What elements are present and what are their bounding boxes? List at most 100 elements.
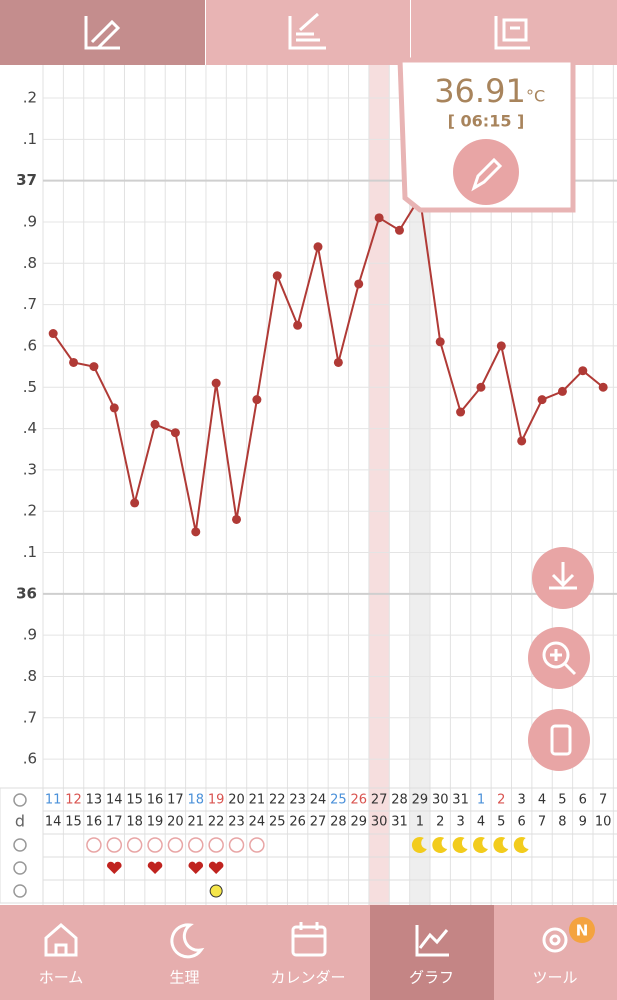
temperature-point: [557, 386, 567, 396]
row-icon-col: [0, 787, 44, 904]
y-tick-label: .9: [23, 626, 37, 644]
heart-icon: [106, 861, 122, 874]
y-tick-label: .7: [23, 295, 37, 313]
cycle-day: 8: [558, 815, 566, 830]
y-tick-label: .2: [23, 502, 37, 520]
cycle-day: 21: [188, 815, 205, 830]
icon: [550, 724, 572, 756]
nav-label[interactable]: カレンダー: [270, 969, 345, 987]
popup-unit: °C: [526, 87, 545, 106]
date-label: 7: [599, 793, 607, 808]
moon-icon: [513, 836, 529, 853]
cycle-day: 29: [350, 815, 367, 830]
test-circle: [86, 837, 102, 853]
nav-label[interactable]: ホーム: [39, 969, 84, 987]
zoom-button[interactable]: [528, 627, 590, 689]
test-circle: [249, 837, 265, 853]
temperature-point: [313, 242, 323, 252]
temperature-point: [48, 329, 58, 339]
date-label: 6: [579, 793, 587, 808]
tab-icons: [84, 12, 530, 50]
nav-label[interactable]: グラフ: [409, 969, 454, 987]
temperature-point: [435, 337, 445, 347]
cycle-day: 19: [147, 815, 164, 830]
temperature-point: [232, 514, 242, 524]
temperature-point: [333, 357, 343, 367]
date-label: 21: [249, 793, 266, 808]
date-label: 2: [497, 793, 505, 808]
test-circle: [147, 837, 163, 853]
temperature-point: [394, 225, 404, 235]
cycle-day: 6: [518, 815, 526, 830]
cycle-day: 5: [497, 815, 505, 830]
rotate-button[interactable]: [528, 709, 590, 771]
row-icon: [13, 793, 27, 807]
cycle-day: 15: [65, 815, 82, 830]
date-label: 25: [330, 793, 347, 808]
date-label: 20: [228, 793, 245, 808]
date-label: 3: [518, 793, 526, 808]
date-label: 19: [208, 793, 225, 808]
date-label: 11: [45, 793, 62, 808]
y-tick-label: .5: [23, 378, 37, 396]
y-tick-label: .4: [23, 419, 37, 437]
y-tick-label: 37: [16, 171, 37, 189]
temperature-point: [89, 362, 99, 372]
moon-icon: [473, 836, 488, 853]
cycle-day: 9: [579, 815, 587, 830]
temperature-point: [150, 419, 160, 429]
icon: [550, 649, 577, 676]
nav-active: [370, 905, 494, 1000]
nav-label[interactable]: 生理: [169, 969, 199, 987]
date-label: 13: [86, 793, 103, 808]
temperature-point: [293, 320, 303, 330]
date-label: 29: [412, 793, 429, 808]
y-tick-label: .9: [23, 212, 37, 230]
cycle-day: 14: [45, 815, 62, 830]
bottom-nav: [0, 905, 617, 1000]
test-circle: [188, 837, 204, 853]
y-tick-label: .6: [23, 336, 37, 354]
temperature-point: [211, 378, 221, 388]
popup: 36.91 °C [ 06:15 ]: [397, 57, 576, 213]
row-icon: [13, 838, 27, 852]
tab[interactable]: [411, 0, 617, 65]
y-tick-label: .7: [23, 708, 37, 726]
date-label: 16: [147, 793, 164, 808]
icon: [549, 562, 577, 590]
temperature-point: [252, 395, 262, 405]
temperature-point: [109, 403, 119, 413]
test-circle: [208, 837, 224, 853]
moon-icon: [452, 836, 468, 853]
date-label: 15: [126, 793, 143, 808]
icon: [542, 641, 570, 669]
date-label: 26: [350, 793, 367, 808]
cycle-day: 26: [289, 815, 306, 830]
cycle-day: 1: [416, 815, 424, 830]
cycle-day: 2: [436, 815, 444, 830]
date-label: 28: [391, 793, 408, 808]
cycle-day: 10: [595, 815, 612, 830]
date-label: 12: [65, 793, 82, 808]
edit-button[interactable]: [453, 139, 519, 205]
temperature-point: [354, 279, 364, 289]
date-label: 4: [538, 793, 546, 808]
test-circle: [106, 837, 123, 853]
date-label: 1: [477, 793, 485, 808]
cycle-day: 20: [167, 815, 184, 830]
cycle-day: 28: [330, 815, 347, 830]
heart-icon: [147, 861, 163, 874]
nav-label[interactable]: ツール: [532, 969, 577, 987]
temperature-point: [537, 395, 547, 405]
cycle-day: 22: [208, 815, 225, 830]
popup-time: [ 06:15 ]: [448, 112, 525, 131]
y-tick-label: .3: [23, 460, 37, 478]
popup-value: 36.91: [434, 72, 526, 110]
date-label: 5: [558, 793, 566, 808]
cycle-day: 23: [228, 815, 245, 830]
moon-icon: [432, 836, 448, 853]
date-label: 22: [269, 793, 286, 808]
selected-column: [368, 65, 390, 905]
y-tick-label: 36: [16, 584, 37, 602]
